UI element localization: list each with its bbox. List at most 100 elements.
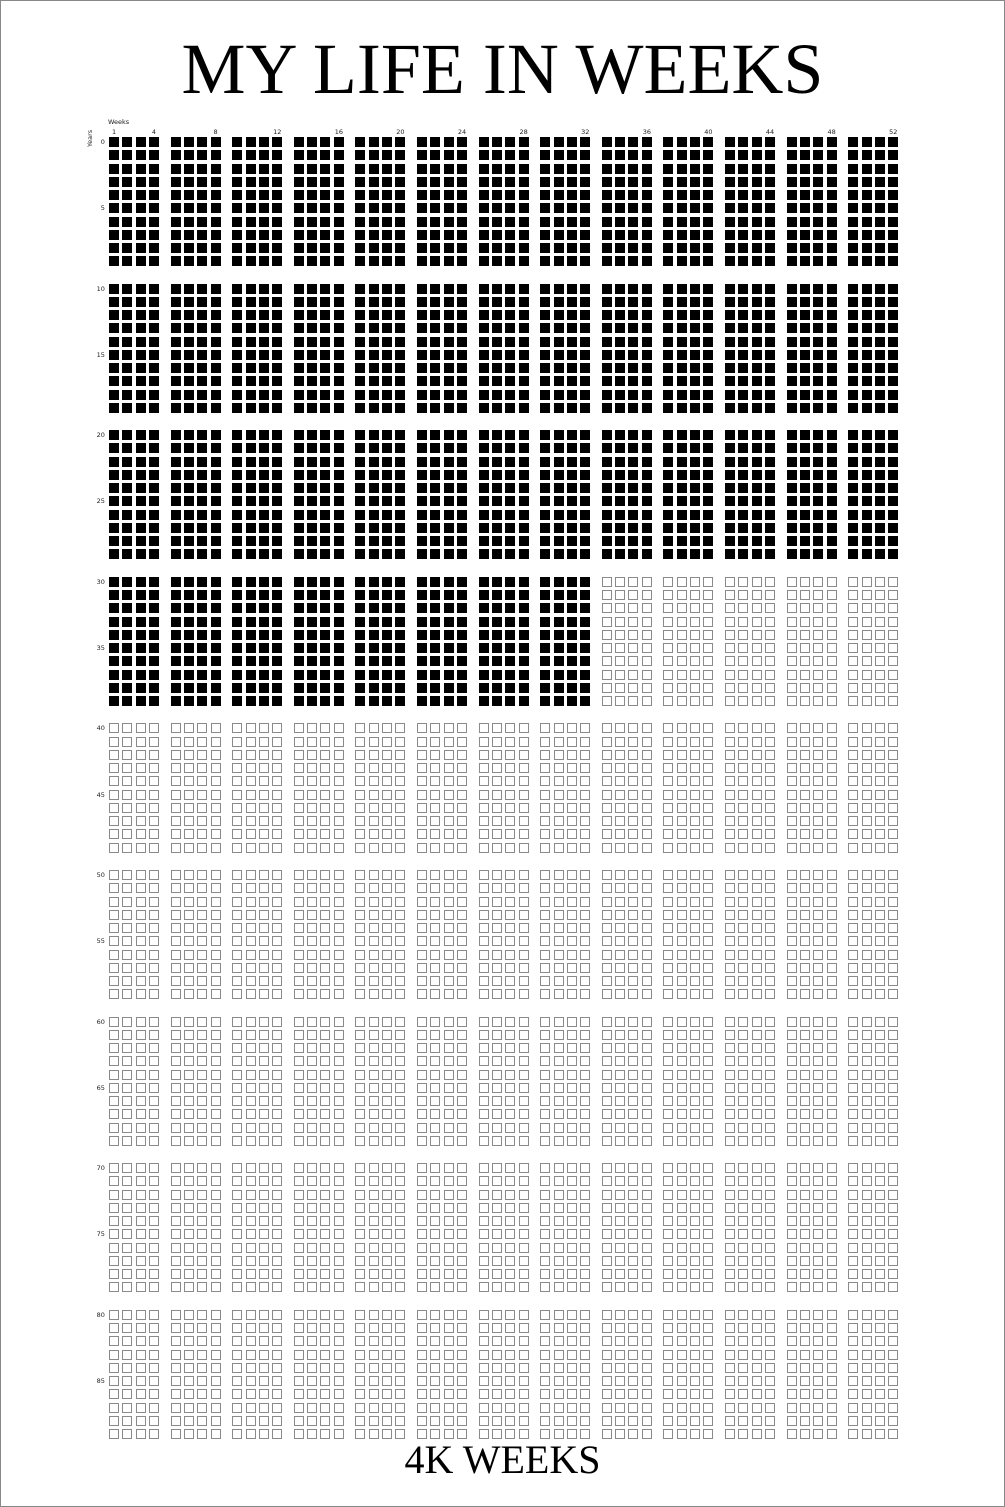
week-cell-remaining — [751, 656, 762, 667]
week-cell-remaining — [580, 923, 591, 933]
week-cell-lived — [861, 216, 872, 227]
week-cell-lived — [430, 456, 441, 467]
week-cell-lived — [395, 229, 406, 240]
week-cell-remaining — [491, 816, 502, 827]
week-cell-remaining — [443, 1336, 454, 1347]
week-cell-remaining — [874, 1056, 885, 1067]
week-cell-lived — [676, 430, 687, 441]
week-cell-lived — [813, 389, 824, 400]
week-cell-lived — [580, 363, 591, 374]
week-cell-lived — [320, 229, 331, 240]
week-cell-lived — [382, 536, 392, 547]
week-cell-lived — [355, 163, 366, 174]
week-cell-remaining — [382, 1122, 392, 1133]
week-cell-remaining — [443, 1189, 454, 1200]
week-cell-lived — [183, 137, 194, 147]
week-cell-lived — [258, 283, 269, 294]
week-cell-remaining — [553, 1082, 564, 1093]
week-cell-lived — [491, 603, 502, 614]
week-cell-remaining — [293, 1122, 304, 1133]
week-cell-lived — [333, 483, 344, 494]
week-cell-lived — [245, 536, 256, 547]
week-cell-remaining — [751, 1429, 762, 1440]
week-cell-lived — [122, 363, 133, 374]
week-cell-lived — [258, 509, 269, 520]
week-cell-lived — [676, 176, 687, 187]
week-cell-lived — [197, 629, 208, 640]
week-cell-remaining — [676, 816, 687, 827]
week-cell-lived — [395, 443, 406, 454]
week-cell-remaining — [676, 1056, 687, 1067]
week-cell-remaining — [813, 1163, 824, 1174]
week-cell-remaining — [210, 1376, 221, 1387]
week-cell-lived — [566, 163, 577, 174]
week-cell-lived — [738, 256, 749, 267]
week-cell-lived — [505, 216, 516, 227]
week-cell-lived — [135, 389, 146, 400]
week-cell-remaining — [197, 883, 208, 894]
week-cell-remaining — [861, 776, 872, 787]
week-cell-lived — [430, 522, 441, 533]
week-cell-lived — [430, 536, 441, 547]
week-cell-remaining — [813, 1056, 824, 1067]
week-cell-lived — [109, 336, 119, 347]
week-cell-lived — [122, 456, 133, 467]
week-cell-lived — [861, 176, 872, 187]
week-cell-remaining — [307, 723, 318, 734]
week-cell-remaining — [751, 923, 762, 933]
week-cell-remaining — [861, 962, 872, 973]
week-cell-remaining — [245, 1163, 256, 1174]
week-cell-remaining — [826, 1255, 837, 1266]
week-cell-remaining — [368, 763, 379, 774]
week-cell-lived — [861, 443, 872, 454]
week-cell-lived — [333, 363, 344, 374]
week-cell-remaining — [456, 989, 467, 1000]
week-cell-lived — [764, 363, 775, 374]
week-cell-lived — [109, 402, 119, 413]
week-cell-lived — [848, 150, 859, 161]
week-cell-remaining — [258, 736, 269, 747]
week-cell-remaining — [848, 923, 859, 933]
week-cell-lived — [293, 310, 304, 321]
week-cell-lived — [478, 203, 489, 214]
week-cell-lived — [751, 243, 762, 253]
week-cell-remaining — [355, 1323, 366, 1334]
week-cell-lived — [210, 363, 221, 374]
week-cell-remaining — [258, 1349, 269, 1360]
week-cell-remaining — [320, 1242, 331, 1253]
week-cell-remaining — [210, 1415, 221, 1426]
week-cell-remaining — [615, 1309, 626, 1320]
week-cell-lived — [813, 483, 824, 494]
week-cell-lived — [505, 176, 516, 187]
week-cell-remaining — [601, 1255, 612, 1266]
week-cell-remaining — [293, 1096, 304, 1107]
week-cell-lived — [580, 203, 591, 214]
week-cell-lived — [888, 376, 899, 387]
week-cell-lived — [109, 323, 119, 334]
week-cell-lived — [553, 163, 564, 174]
week-cell-remaining — [703, 949, 714, 960]
week-cell-lived — [628, 323, 639, 334]
week-cell-remaining — [320, 1189, 331, 1200]
week-cell-lived — [703, 509, 714, 520]
week-cell-remaining — [751, 763, 762, 774]
week-cell-remaining — [456, 1429, 467, 1440]
week-cell-remaining — [382, 1096, 392, 1107]
week-cell-remaining — [109, 923, 119, 933]
week-cell-lived — [725, 283, 735, 294]
week-cell-remaining — [109, 1016, 119, 1027]
week-cell-lived — [183, 576, 194, 587]
week-cell-remaining — [320, 936, 331, 947]
week-cell-remaining — [368, 829, 379, 840]
week-cell-remaining — [751, 1282, 762, 1293]
week-cell-lived — [751, 443, 762, 454]
week-cell-lived — [641, 456, 652, 467]
week-cell-lived — [505, 616, 516, 627]
week-cell-remaining — [703, 989, 714, 1000]
week-cell-remaining — [580, 842, 591, 853]
week-cell-lived — [382, 176, 392, 187]
week-cell-remaining — [368, 816, 379, 827]
week-cell-remaining — [540, 1362, 551, 1373]
week-cell-lived — [320, 349, 331, 360]
week-cell-remaining — [122, 1202, 133, 1213]
